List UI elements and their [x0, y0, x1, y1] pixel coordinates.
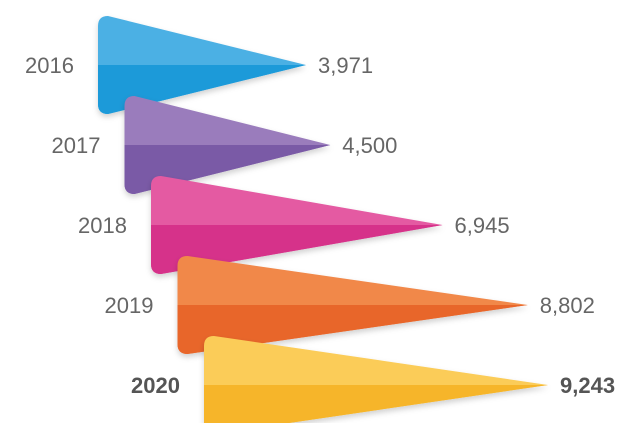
year-label-2019: 2019 — [105, 293, 154, 318]
bar-2020 — [204, 336, 548, 423]
year-label-2016: 2016 — [25, 53, 74, 78]
year-label-2020: 2020 — [131, 373, 180, 398]
value-label-2018: 6,945 — [455, 213, 510, 238]
year-label-2017: 2017 — [52, 133, 101, 158]
value-label-2016: 3,971 — [318, 53, 373, 78]
value-label-2017: 4,500 — [342, 133, 397, 158]
value-label-2019: 8,802 — [540, 293, 595, 318]
year-label-2018: 2018 — [78, 213, 127, 238]
value-label-2020: 9,243 — [560, 373, 615, 398]
